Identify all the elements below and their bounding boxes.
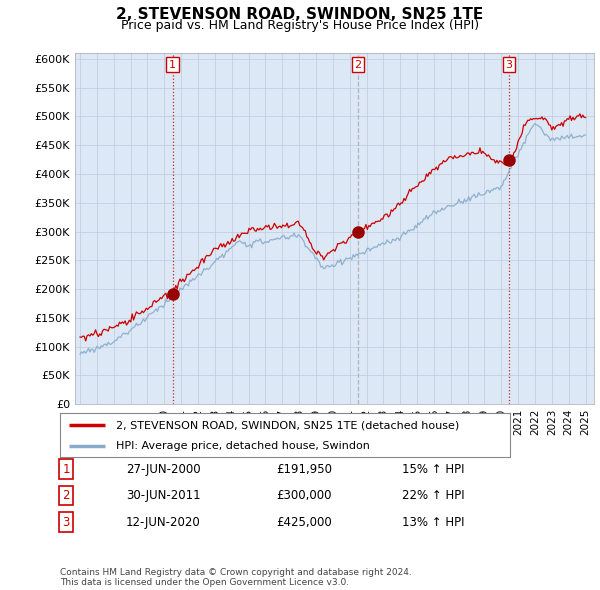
Text: Contains HM Land Registry data © Crown copyright and database right 2024.
This d: Contains HM Land Registry data © Crown c… bbox=[60, 568, 412, 587]
Text: 1: 1 bbox=[169, 60, 176, 70]
Text: 2: 2 bbox=[355, 60, 361, 70]
Text: £300,000: £300,000 bbox=[276, 489, 331, 502]
Text: Price paid vs. HM Land Registry's House Price Index (HPI): Price paid vs. HM Land Registry's House … bbox=[121, 19, 479, 32]
Text: 2: 2 bbox=[62, 489, 70, 502]
Text: 2, STEVENSON ROAD, SWINDON, SN25 1TE: 2, STEVENSON ROAD, SWINDON, SN25 1TE bbox=[116, 7, 484, 22]
Text: 2, STEVENSON ROAD, SWINDON, SN25 1TE (detached house): 2, STEVENSON ROAD, SWINDON, SN25 1TE (de… bbox=[116, 421, 460, 430]
Text: 22% ↑ HPI: 22% ↑ HPI bbox=[402, 489, 464, 502]
Text: 30-JUN-2011: 30-JUN-2011 bbox=[126, 489, 200, 502]
Text: 1: 1 bbox=[62, 463, 70, 476]
Text: 27-JUN-2000: 27-JUN-2000 bbox=[126, 463, 200, 476]
Text: HPI: Average price, detached house, Swindon: HPI: Average price, detached house, Swin… bbox=[116, 441, 370, 451]
Text: £191,950: £191,950 bbox=[276, 463, 332, 476]
Text: 12-JUN-2020: 12-JUN-2020 bbox=[126, 516, 201, 529]
Text: 3: 3 bbox=[505, 60, 512, 70]
Text: 15% ↑ HPI: 15% ↑ HPI bbox=[402, 463, 464, 476]
Text: £425,000: £425,000 bbox=[276, 516, 332, 529]
Text: 13% ↑ HPI: 13% ↑ HPI bbox=[402, 516, 464, 529]
Text: 3: 3 bbox=[62, 516, 70, 529]
